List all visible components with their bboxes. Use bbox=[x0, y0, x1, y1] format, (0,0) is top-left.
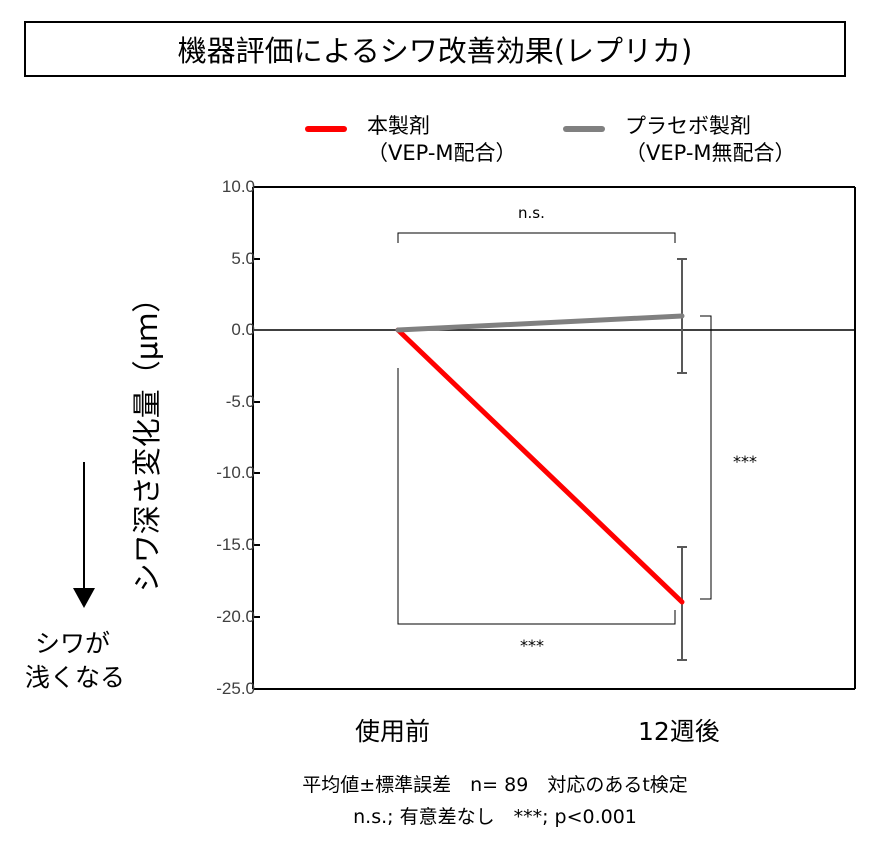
y-tick-label: 0.0 bbox=[231, 320, 255, 339]
series-line-placebo bbox=[395, 313, 685, 333]
y-tick-label: 10.0 bbox=[221, 177, 255, 196]
ns-label: n.s. bbox=[518, 204, 545, 222]
y-tick-label: -25.0 bbox=[216, 679, 255, 698]
right-sig-label: *** bbox=[733, 452, 757, 471]
legend-item-placebo: プラセボ製剤 （VEP-M無配合） bbox=[563, 113, 796, 167]
legend-swatch-gray bbox=[563, 126, 605, 132]
legend-item-active: 本製剤 （VEP-M配合） bbox=[305, 113, 517, 167]
x-tick-label: 使用前 bbox=[355, 717, 431, 746]
legend-label: プラセボ製剤 （VEP-M無配合） bbox=[625, 113, 796, 167]
legend-line1: 本製剤 bbox=[367, 114, 430, 138]
chart-title: 機器評価によるシワ改善効果(レプリカ) bbox=[24, 21, 846, 77]
annotation-line2: 浅くなる bbox=[25, 663, 126, 692]
legend-line2: （VEP-M無配合） bbox=[625, 141, 796, 165]
y-tick-label: -10.0 bbox=[216, 463, 255, 482]
footnote-line1: 平均値±標準誤差 n= 89 対応のあるt検定 bbox=[302, 774, 688, 796]
y-axis-label: シワ深さ変化量（μｍ） bbox=[130, 283, 164, 593]
y-tick-label: -5.0 bbox=[225, 392, 255, 411]
legend-line1: プラセボ製剤 bbox=[625, 114, 751, 138]
y-tick-marks bbox=[253, 258, 260, 618]
y-tick-label: 5.0 bbox=[231, 249, 255, 268]
improvement-annotation: シワが 浅くなる bbox=[25, 627, 125, 695]
annotation-line1: シワが bbox=[35, 629, 111, 658]
legend-swatch-red bbox=[305, 126, 347, 132]
bottom-sig-label: *** bbox=[520, 636, 544, 655]
legend-line2: （VEP-M配合） bbox=[367, 141, 517, 165]
y-tick-label: -20.0 bbox=[216, 607, 255, 626]
right-sig-bracket bbox=[700, 315, 712, 600]
legend-label: 本製剤 （VEP-M配合） bbox=[367, 113, 517, 167]
footnote-line2: n.s.; 有意差なし ***; p<0.001 bbox=[353, 806, 637, 828]
down-arrow-icon bbox=[73, 588, 95, 608]
bottom-sig-bracket bbox=[397, 368, 676, 625]
ns-bracket bbox=[397, 232, 676, 243]
series-line-active bbox=[395, 327, 685, 605]
x-tick-label: 12週後 bbox=[638, 717, 720, 746]
y-tick-label: -15.0 bbox=[216, 535, 255, 554]
